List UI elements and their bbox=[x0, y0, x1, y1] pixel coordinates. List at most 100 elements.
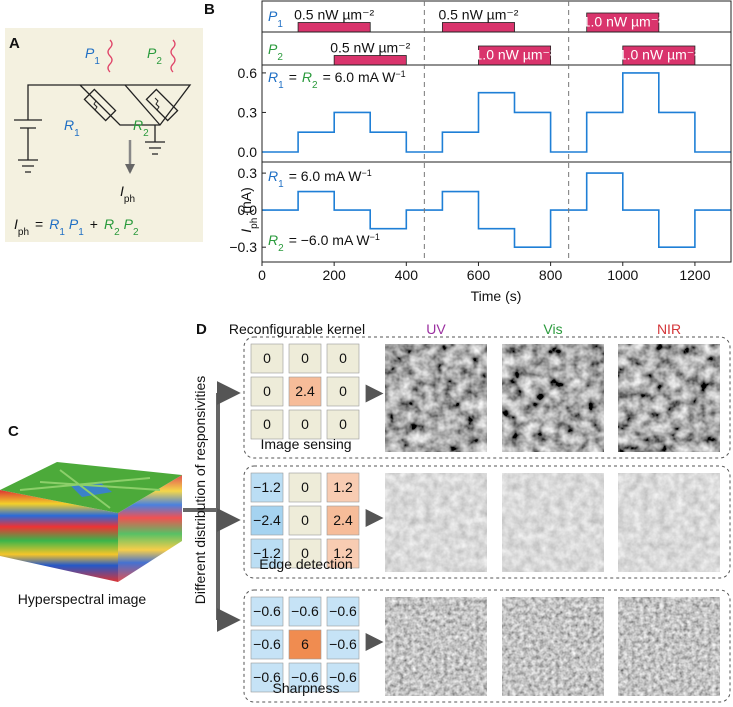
kernel-cell bbox=[250, 538, 284, 569]
p1-label: P1 bbox=[85, 45, 100, 67]
x-tick-label: 600 bbox=[467, 267, 491, 283]
kernel-cell bbox=[326, 662, 360, 693]
kernel-cell bbox=[288, 376, 322, 407]
kernel-cell bbox=[250, 472, 284, 503]
trace bbox=[262, 172, 731, 248]
kernel-cell bbox=[326, 409, 360, 440]
pulse-label: 1.0 nW µm⁻² bbox=[619, 47, 699, 63]
kernel-value: −0.6 bbox=[291, 669, 319, 685]
cube-face bbox=[0, 490, 118, 582]
kernel-value: −0.6 bbox=[253, 669, 281, 685]
cube-detail bbox=[19, 469, 161, 509]
kernel-value: 0 bbox=[339, 350, 347, 366]
filtered-image bbox=[618, 344, 720, 452]
filtered-image bbox=[385, 597, 487, 696]
y-tick-label: 0.3 bbox=[238, 104, 258, 120]
kernel-cell bbox=[288, 409, 322, 440]
kernel-name: Sharpness bbox=[273, 680, 340, 696]
kernel-cell bbox=[288, 662, 322, 693]
kernel-cell bbox=[250, 662, 284, 693]
side-label: Different distribution of responsivities bbox=[192, 376, 208, 605]
kernel-value: −0.6 bbox=[253, 636, 281, 652]
kernel-value: −2.4 bbox=[253, 512, 281, 528]
band-label: NIR bbox=[657, 321, 681, 337]
equation: Iph = R1 P1 + R2 P2 bbox=[14, 216, 139, 238]
y-tick-label: −0.3 bbox=[229, 239, 257, 255]
kernel-cell bbox=[250, 505, 284, 536]
r1-label: R1 bbox=[64, 117, 80, 139]
caption: Hyperspectral image bbox=[18, 591, 147, 607]
kernel-box bbox=[243, 589, 731, 703]
y-axis-label: Iph(nA) bbox=[238, 187, 260, 232]
y-tick-label: 0.0 bbox=[238, 202, 258, 218]
row-label: P1 bbox=[268, 8, 283, 30]
trace bbox=[262, 72, 731, 153]
kernel-cell bbox=[250, 629, 284, 660]
kernel-value: 0 bbox=[263, 350, 271, 366]
row-label: P2 bbox=[268, 41, 283, 63]
y-tick-label: 0.3 bbox=[238, 165, 258, 181]
kernel-cell bbox=[326, 343, 360, 374]
kernel-cell bbox=[288, 472, 322, 503]
filtered-image bbox=[385, 344, 487, 452]
filtered-image bbox=[502, 344, 604, 452]
kernel-value: −0.6 bbox=[329, 669, 357, 685]
x-tick-label: 1000 bbox=[607, 267, 638, 283]
kernel-cell bbox=[288, 596, 322, 627]
kernel-value: 0 bbox=[301, 545, 309, 561]
band-label: UV bbox=[426, 321, 446, 337]
kernel-value: 0 bbox=[301, 479, 309, 495]
kernel-value: −0.6 bbox=[253, 603, 281, 619]
kernel-cell bbox=[250, 596, 284, 627]
kernel-cell bbox=[288, 629, 322, 660]
kernel-cell bbox=[250, 343, 284, 374]
annotation: R1 = 6.0 mA W−1 bbox=[268, 168, 372, 190]
kernel-cell bbox=[326, 538, 360, 569]
kernel-box bbox=[243, 336, 731, 459]
x-tick-label: 1200 bbox=[679, 267, 710, 283]
iph-label: Iph bbox=[120, 183, 135, 205]
annotation: R2 = −6.0 mA W−1 bbox=[268, 232, 380, 254]
x-tick-label: 800 bbox=[539, 267, 563, 283]
kernel-value: −0.6 bbox=[329, 636, 357, 652]
band-label: Vis bbox=[543, 321, 562, 337]
kernel-value: 0 bbox=[263, 383, 271, 399]
kernel-cell bbox=[326, 629, 360, 660]
kernel-value: −1.2 bbox=[253, 545, 281, 561]
annotation: R1 = R2 = 6.0 mA W−1 bbox=[268, 69, 406, 91]
kernel-value: 1.2 bbox=[333, 479, 353, 495]
y-tick-label: 0.0 bbox=[238, 144, 258, 160]
kernel-value: 0 bbox=[301, 416, 309, 432]
kernel-cell bbox=[326, 596, 360, 627]
kernel-value: 2.4 bbox=[295, 383, 315, 399]
kernel-name: Image sensing bbox=[260, 436, 351, 452]
plot-frame bbox=[261, 0, 732, 263]
kernel-value: 2.4 bbox=[333, 512, 353, 528]
panel-label: D bbox=[196, 321, 207, 338]
kernel-cell bbox=[288, 343, 322, 374]
kernel-value: 0 bbox=[301, 350, 309, 366]
bracket bbox=[183, 381, 241, 632]
kernel-value: −0.6 bbox=[329, 603, 357, 619]
light-arrow bbox=[107, 39, 113, 73]
pulse-label: 1.0 nW µm⁻² bbox=[583, 14, 663, 30]
panel-c: C Hyperspectral image bbox=[0, 381, 241, 632]
panel-label: A bbox=[9, 35, 20, 52]
y-tick-label: 0.6 bbox=[238, 65, 258, 81]
kernel-cell bbox=[288, 505, 322, 536]
filtered-image bbox=[385, 473, 487, 572]
kernel-value: −0.6 bbox=[291, 603, 319, 619]
pulse bbox=[297, 22, 371, 33]
pulse bbox=[441, 22, 515, 33]
kernel-cell bbox=[288, 538, 322, 569]
kernel-box bbox=[243, 465, 731, 579]
x-axis-label: Time (s) bbox=[471, 288, 522, 304]
light-arrow bbox=[170, 39, 176, 73]
kernel-cell bbox=[326, 472, 360, 503]
p2-label: P2 bbox=[147, 45, 162, 67]
panel-b: B P1 P2 R1 = R2 = 6.0 mA W−1 R1 = 6.0 mA W−1… bbox=[204, 0, 732, 304]
filtered-image bbox=[618, 597, 720, 696]
r2-label: R2 bbox=[133, 117, 149, 139]
kernel-name: Edge detection bbox=[259, 556, 352, 572]
cube-face bbox=[118, 475, 182, 582]
